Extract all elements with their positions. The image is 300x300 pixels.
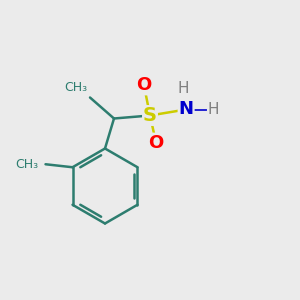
Text: H: H [177,81,189,96]
Text: CH₃: CH₃ [64,82,87,94]
Text: O: O [148,134,164,152]
Text: H: H [207,102,219,117]
Text: S: S [143,106,157,125]
Text: CH₃: CH₃ [15,158,38,171]
Text: N: N [178,100,194,118]
Text: O: O [136,76,152,94]
